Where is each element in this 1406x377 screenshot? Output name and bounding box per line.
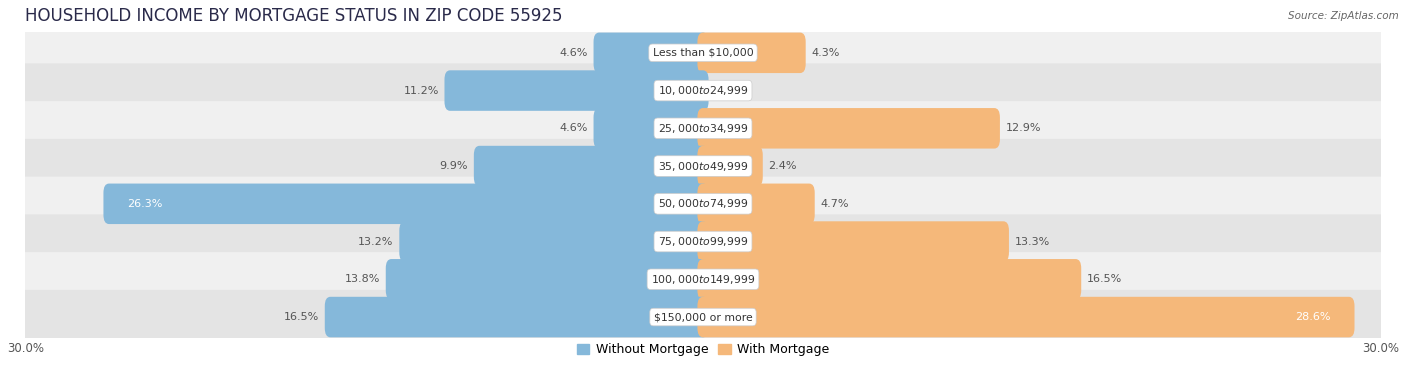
FancyBboxPatch shape [697,108,1000,149]
FancyBboxPatch shape [104,184,709,224]
FancyBboxPatch shape [325,297,709,337]
Text: 26.3%: 26.3% [127,199,163,209]
Text: 11.2%: 11.2% [404,86,439,95]
FancyBboxPatch shape [593,32,709,73]
FancyBboxPatch shape [444,70,709,111]
Text: 16.5%: 16.5% [284,312,319,322]
Text: 4.7%: 4.7% [821,199,849,209]
FancyBboxPatch shape [697,221,1010,262]
Text: 4.6%: 4.6% [560,123,588,133]
Text: $75,000 to $99,999: $75,000 to $99,999 [658,235,748,248]
FancyBboxPatch shape [399,221,709,262]
Text: 4.6%: 4.6% [560,48,588,58]
Text: $150,000 or more: $150,000 or more [654,312,752,322]
Text: 16.5%: 16.5% [1087,274,1122,284]
FancyBboxPatch shape [18,215,1388,269]
FancyBboxPatch shape [697,259,1081,300]
Legend: Without Mortgage, With Mortgage: Without Mortgage, With Mortgage [576,343,830,356]
FancyBboxPatch shape [18,139,1388,193]
FancyBboxPatch shape [385,259,709,300]
Text: 12.9%: 12.9% [1005,123,1040,133]
Text: Source: ZipAtlas.com: Source: ZipAtlas.com [1288,11,1399,21]
FancyBboxPatch shape [697,32,806,73]
Text: 13.2%: 13.2% [359,236,394,247]
Text: $10,000 to $24,999: $10,000 to $24,999 [658,84,748,97]
Text: $50,000 to $74,999: $50,000 to $74,999 [658,197,748,210]
FancyBboxPatch shape [18,177,1388,231]
Text: 2.4%: 2.4% [769,161,797,171]
Text: $100,000 to $149,999: $100,000 to $149,999 [651,273,755,286]
Text: 13.3%: 13.3% [1015,236,1050,247]
FancyBboxPatch shape [18,290,1388,344]
FancyBboxPatch shape [18,26,1388,80]
FancyBboxPatch shape [697,146,763,186]
FancyBboxPatch shape [593,108,709,149]
FancyBboxPatch shape [474,146,709,186]
FancyBboxPatch shape [18,101,1388,155]
Text: Less than $10,000: Less than $10,000 [652,48,754,58]
Text: 28.6%: 28.6% [1295,312,1331,322]
Text: $35,000 to $49,999: $35,000 to $49,999 [658,159,748,173]
Text: 13.8%: 13.8% [344,274,380,284]
Text: 9.9%: 9.9% [440,161,468,171]
FancyBboxPatch shape [18,63,1388,118]
Text: 0.0%: 0.0% [714,86,742,95]
FancyBboxPatch shape [697,297,1354,337]
Text: HOUSEHOLD INCOME BY MORTGAGE STATUS IN ZIP CODE 55925: HOUSEHOLD INCOME BY MORTGAGE STATUS IN Z… [25,7,562,25]
FancyBboxPatch shape [697,184,814,224]
FancyBboxPatch shape [18,252,1388,307]
Text: 4.3%: 4.3% [811,48,839,58]
Text: $25,000 to $34,999: $25,000 to $34,999 [658,122,748,135]
